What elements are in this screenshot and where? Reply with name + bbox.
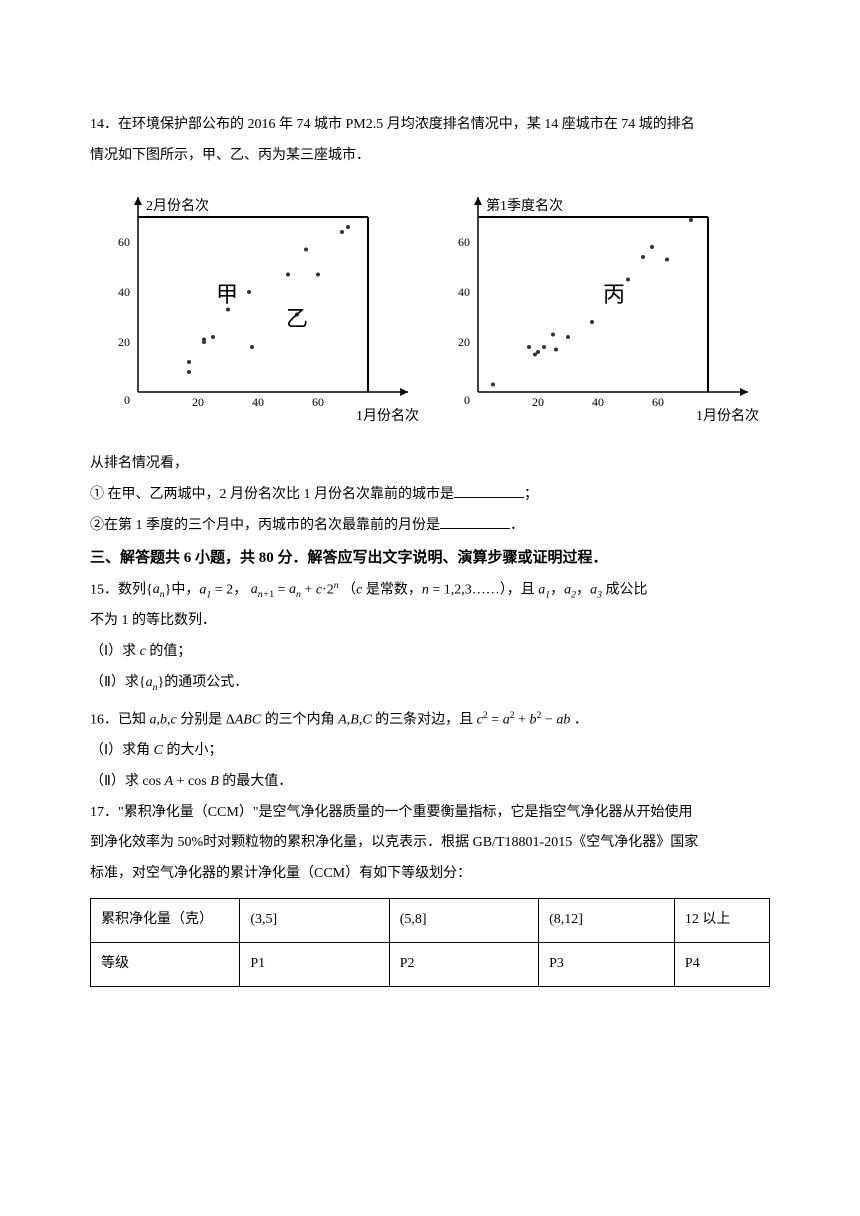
- q16-line1: 16．已知 a,b,c 分别是 ΔABC 的三个内角 A,B,C 的三条对边，且…: [90, 705, 770, 736]
- svg-text:60: 60: [312, 395, 324, 409]
- chart-right: 0 20 40 60 20 40 60 第1季度名次 1月份名次: [430, 182, 760, 435]
- ccm-r2: P2: [389, 942, 538, 986]
- q16-sub2: （Ⅱ）求 cos A + cos B 的最大值．: [90, 767, 770, 798]
- q15-line2: 不为 1 的等比数列．: [90, 606, 770, 637]
- svg-text:20: 20: [118, 335, 130, 349]
- q14-intro-line2: 情况如下图所示，甲、乙、丙为某三座城市．: [90, 141, 770, 172]
- svg-text:1月份名次: 1月份名次: [356, 408, 419, 422]
- section3-title: 三、解答题共 6 小题，共 80 分．解答应写出文字说明、演算步骤或证明过程．: [90, 542, 770, 575]
- q17-line1: 17．"累积净化量（CCM）"是空气净化器质量的一个重要衡量指标，它是指空气净化…: [90, 798, 770, 829]
- svg-text:40: 40: [458, 285, 470, 299]
- svg-text:2月份名次: 2月份名次: [146, 198, 209, 214]
- q14-sub1: ① 在甲、乙两城中，2 月份名次比 1 月份名次靠前的城市是；: [90, 480, 770, 511]
- q17-line3: 标准，对空气净化器的累计净化量（CCM）有如下等级划分：: [90, 859, 770, 890]
- svg-text:20: 20: [532, 395, 544, 409]
- table-row: 累积净化量（克） (3,5] (5,8] (8,12] 12 以上: [91, 899, 770, 943]
- q15-line1: 15．数列{an}中，a1 = 2， an+1 = an + c·2n （c 是…: [90, 575, 770, 606]
- ccm-r3: P3: [539, 942, 675, 986]
- q15-sub1: （Ⅰ）求 c 的值；: [90, 637, 770, 668]
- q14-intro-line1: 14．在环境保护部公布的 2016 年 74 城市 PM2.5 月均浓度排名情况…: [90, 110, 770, 141]
- svg-text:20: 20: [192, 395, 204, 409]
- svg-text:第1季度名次: 第1季度名次: [486, 197, 563, 214]
- ccm-h0: 累积净化量（克）: [91, 899, 240, 943]
- ccm-h4: 12 以上: [674, 899, 769, 943]
- q15-number: 15．: [90, 582, 118, 597]
- charts-container: 0 20 40 60 20 40 60 2月份名次 1月份名次: [90, 182, 770, 435]
- ccm-r0: 等级: [91, 942, 240, 986]
- svg-text:60: 60: [458, 235, 470, 249]
- ccm-r4: P4: [674, 942, 769, 986]
- svg-text:1月份名次: 1月份名次: [696, 408, 759, 422]
- chart-right-svg: 0 20 40 60 20 40 60 第1季度名次 1月份名次: [430, 182, 760, 422]
- q14-sub2: ②在第 1 季度的三个月中，丙城市的名次最靠前的月份是．: [90, 511, 770, 542]
- svg-text:60: 60: [652, 395, 664, 409]
- svg-text:丙: 丙: [603, 282, 625, 307]
- svg-text:20: 20: [458, 335, 470, 349]
- q14-number: 14．: [90, 117, 118, 132]
- ccm-h2: (5,8]: [389, 899, 538, 943]
- table-row: 等级 P1 P2 P3 P4: [91, 942, 770, 986]
- q17-number: 17．: [90, 805, 118, 820]
- blank-2: [440, 515, 510, 529]
- q14-after: 从排名情况看，: [90, 449, 770, 480]
- svg-text:乙: 乙: [286, 306, 308, 331]
- ccm-r1: P1: [240, 942, 389, 986]
- ccm-table: 累积净化量（克） (3,5] (5,8] (8,12] 12 以上 等级 P1 …: [90, 898, 770, 987]
- q17-line2: 到净化效率为 50%时对颗粒物的累积净化量，以克表示．根据 GB/T18801-…: [90, 828, 770, 859]
- q15-sub2: （Ⅱ）求{an}的通项公式．: [90, 668, 770, 699]
- chart-left-svg: 0 20 40 60 20 40 60 2月份名次 1月份名次: [90, 182, 420, 422]
- svg-text:甲: 甲: [216, 282, 238, 307]
- svg-text:0: 0: [124, 393, 130, 407]
- svg-text:40: 40: [252, 395, 264, 409]
- chart-left: 0 20 40 60 20 40 60 2月份名次 1月份名次: [90, 182, 420, 435]
- ccm-h1: (3,5]: [240, 899, 389, 943]
- svg-text:40: 40: [592, 395, 604, 409]
- q16-number: 16．: [90, 712, 118, 727]
- svg-text:60: 60: [118, 235, 130, 249]
- svg-text:40: 40: [118, 285, 130, 299]
- blank-1: [454, 484, 524, 498]
- svg-text:0: 0: [464, 393, 470, 407]
- ccm-h3: (8,12]: [539, 899, 675, 943]
- q16-sub1: （Ⅰ）求角 C 的大小；: [90, 736, 770, 767]
